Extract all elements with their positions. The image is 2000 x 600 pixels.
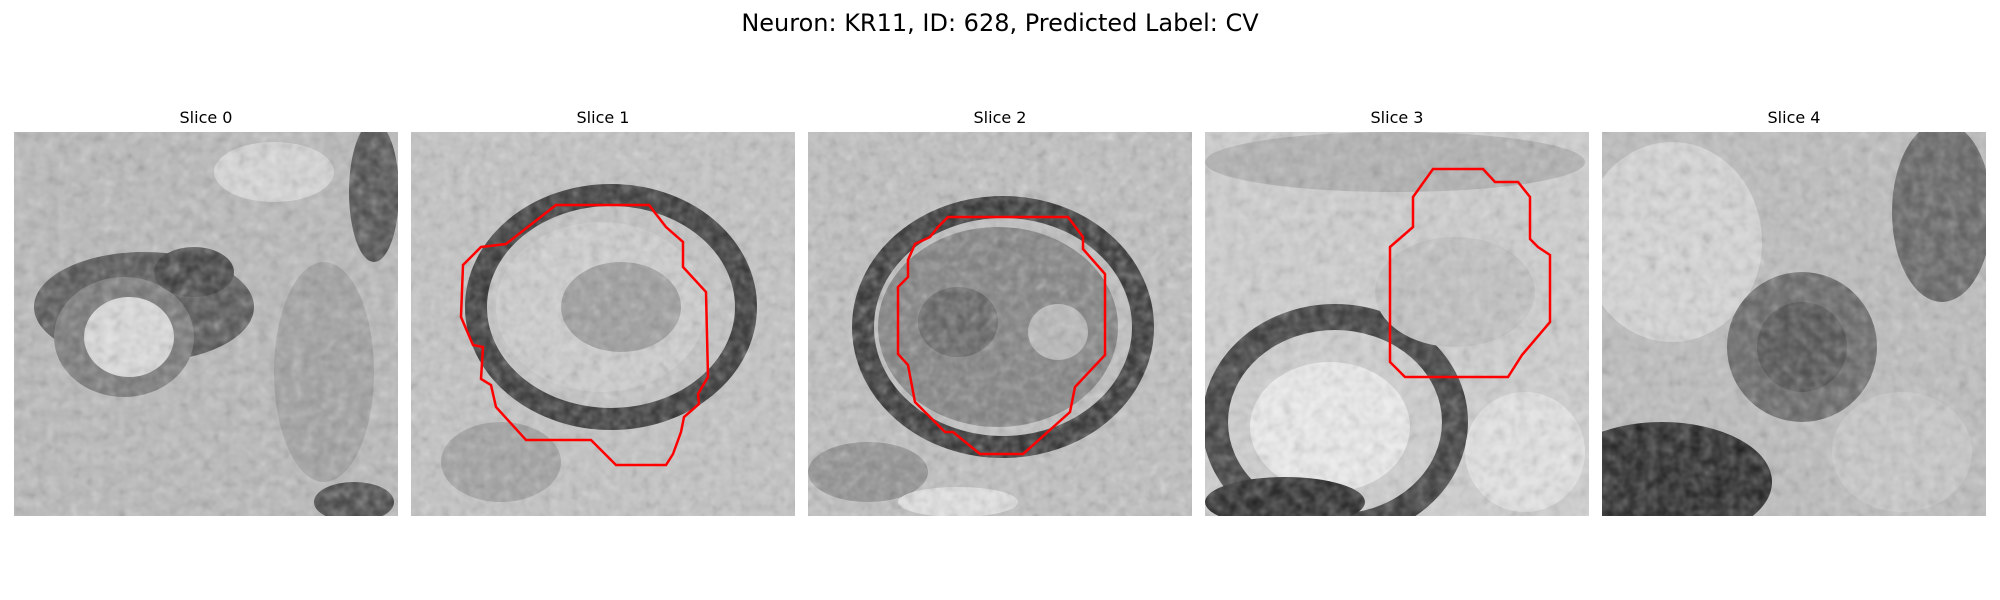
slice-title-4: Slice 4	[1767, 108, 1821, 127]
slice-image-2	[808, 132, 1192, 516]
slice-title-1: Slice 1	[576, 108, 630, 127]
slice-title-0: Slice 0	[179, 108, 233, 127]
slice-panel-0: Slice 0	[14, 108, 398, 516]
slice-title-3: Slice 3	[1370, 108, 1424, 127]
contour-2	[896, 215, 1107, 456]
slice-image-1	[411, 132, 795, 516]
slice-image-3	[1205, 132, 1589, 516]
figure-title: Neuron: KR11, ID: 628, Predicted Label: …	[741, 9, 1259, 37]
slice-image-4	[1602, 132, 1986, 516]
slice-title-2: Slice 2	[973, 108, 1027, 127]
slice-panel-1: Slice 1	[411, 108, 795, 516]
contour-1	[459, 203, 710, 467]
slice-panel-2: Slice 2	[808, 108, 1192, 516]
contour-3	[1388, 167, 1552, 379]
slice-panel-4: Slice 4	[1602, 108, 1986, 516]
slice-panel-3: Slice 3	[1205, 108, 1589, 516]
slice-image-0	[14, 132, 398, 516]
